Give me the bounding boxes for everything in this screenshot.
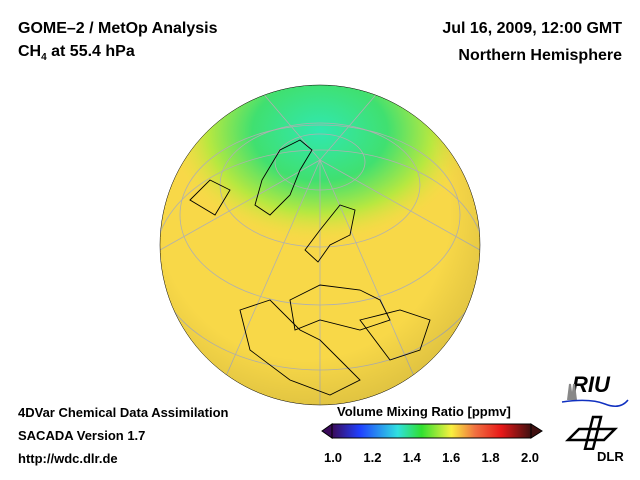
colorbar-max-arrow [530,423,543,439]
species-label: CH4 at 55.4 hPa [18,43,135,63]
footer-method: 4DVar Chemical Data Assimilation [18,405,229,420]
colorbar [321,423,543,439]
riu-logo: RIU [572,372,610,397]
colorbar-tick-label: 1.8 [481,450,500,465]
dlr-logo: DLR [597,449,624,464]
region-label: Northern Hemisphere [458,47,622,64]
species-level: at 55.4 hPa [46,43,135,60]
dlr-logo-graphic [565,415,619,450]
colorbar-tick-label: 1.0 [323,450,343,465]
colorbar-gradient [331,423,532,439]
figure-title: GOME–2 / MetOp Analysis [18,20,218,37]
footer-url[interactable]: http://wdc.dlr.de [18,451,118,466]
datetime-label: Jul 16, 2009, 12:00 GMT [442,20,622,37]
colorbar-tick-label: 1.4 [402,450,421,465]
colorbar-tick-label: 1.6 [442,450,461,465]
colorbar-title: Volume Mixing Ratio [ppmv] [337,404,511,419]
colorbar-tick-label: 2.0 [520,450,540,465]
colorbar-min-arrow [321,423,333,439]
riu-logo-graphic [561,383,629,407]
footer-version: SACADA Version 1.7 [18,428,146,443]
colorbar-tick-label: 1.2 [363,450,382,465]
species-subscript: 4 [41,52,47,64]
species-name: CH [18,43,42,60]
